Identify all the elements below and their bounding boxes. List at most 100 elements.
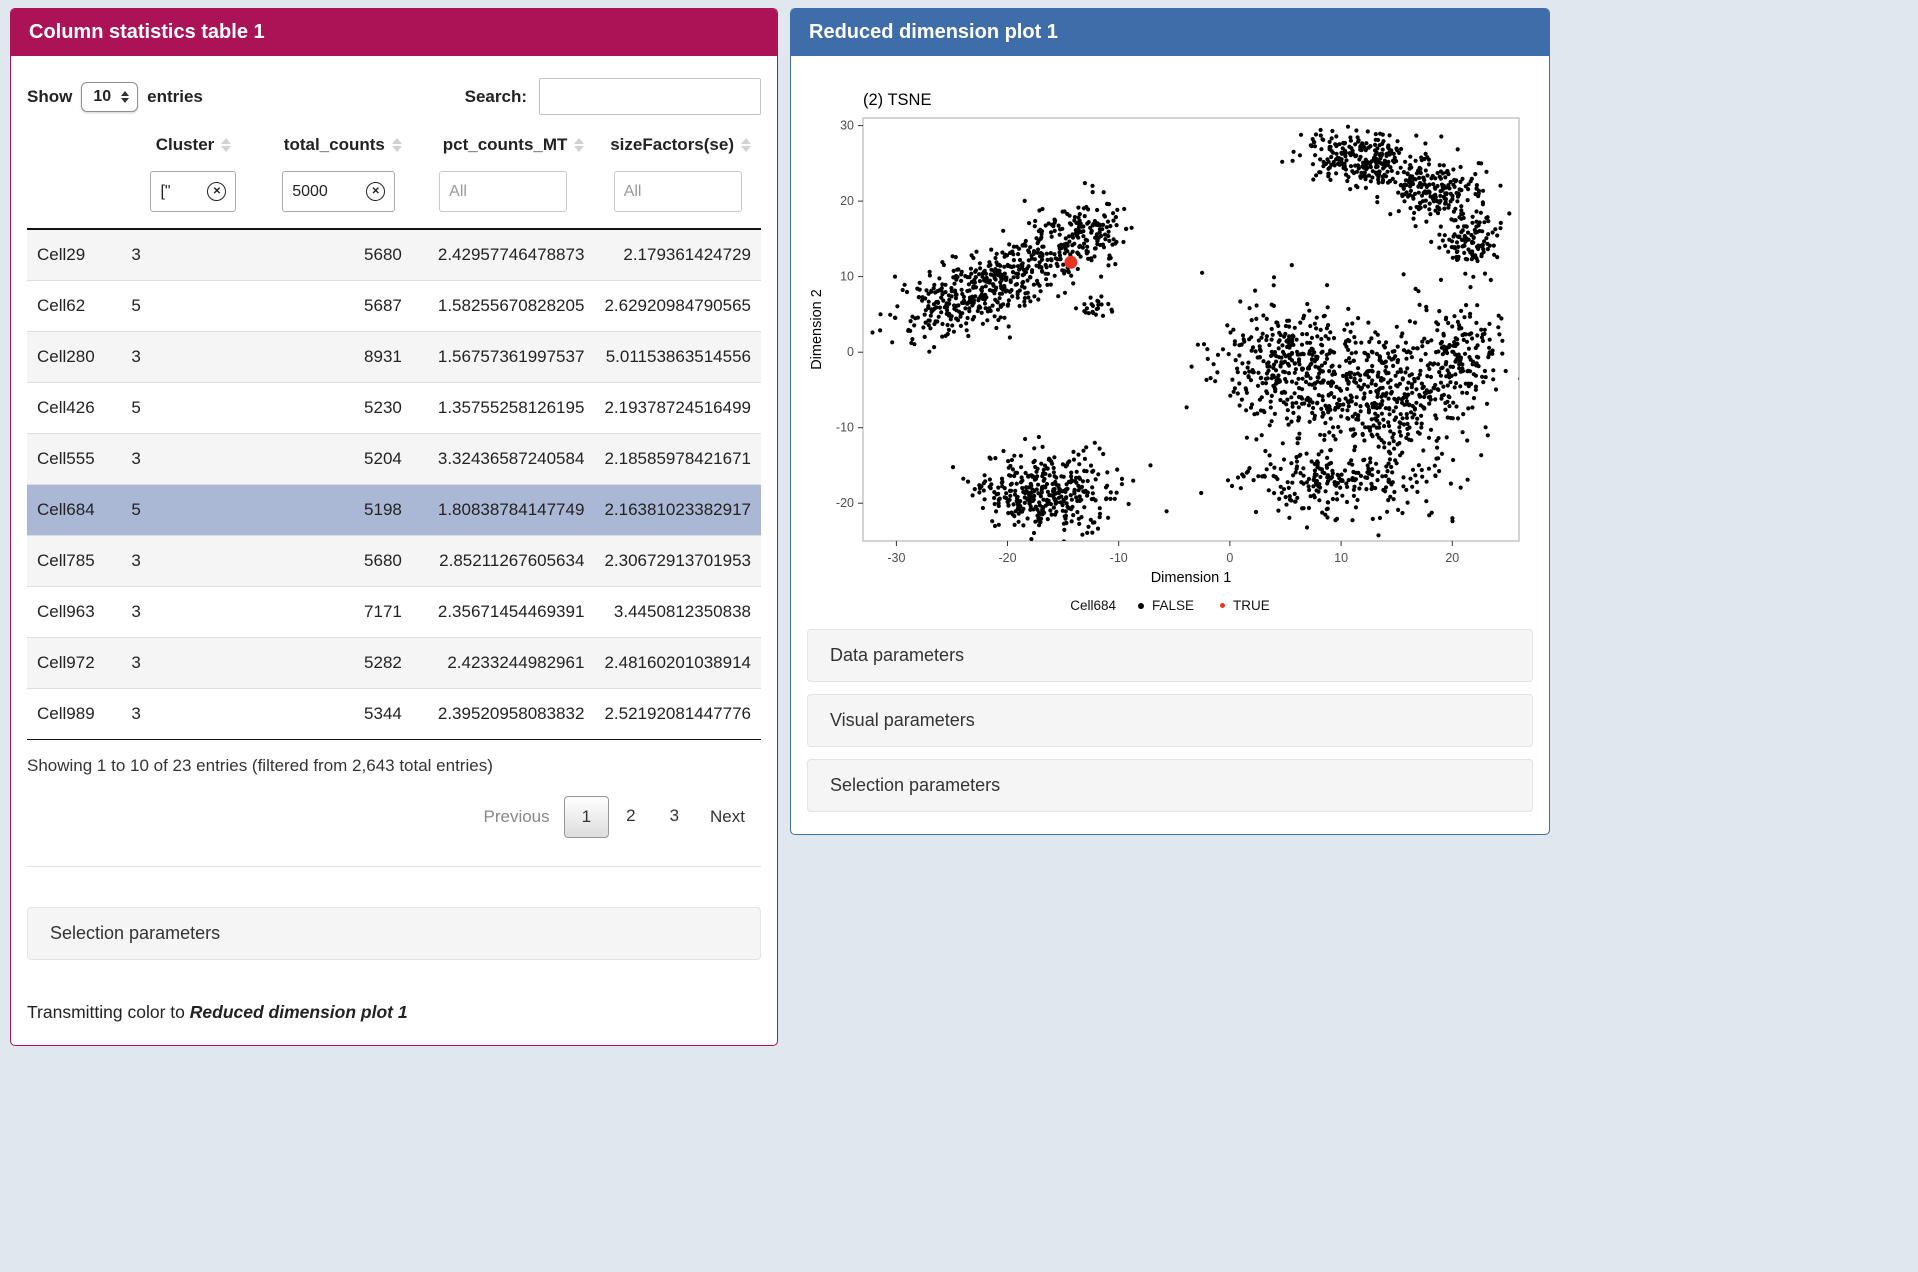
svg-text:0: 0 <box>1226 551 1233 565</box>
cell-rowname: Cell972 <box>27 637 122 689</box>
svg-text:10: 10 <box>840 270 854 284</box>
page-length-control: Show 10 entries <box>27 81 203 112</box>
pagination-page-1[interactable]: 1 <box>563 796 610 838</box>
svg-text:0: 0 <box>847 345 854 359</box>
table-row[interactable]: Cell684 5 5198 1.80838784147749 2.163810… <box>27 484 761 536</box>
cell-pct-counts-mt: 2.85211267605634 <box>411 535 595 587</box>
table-row[interactable]: Cell972 3 5282 2.4233244982961 2.4816020… <box>27 637 761 689</box>
pagination-page-2[interactable]: 2 <box>626 806 636 825</box>
sort-icon <box>741 138 751 152</box>
legend-items: FALSE TRUE <box>1138 598 1270 613</box>
table-row[interactable]: Cell280 3 8931 1.56757361997537 5.011538… <box>27 331 761 383</box>
table-row[interactable]: Cell963 3 7171 2.35671454469391 3.445081… <box>27 586 761 638</box>
pct-counts-filter-input[interactable]: All <box>439 171 568 212</box>
tsne-plot[interactable]: (2) TSNE -30 -20 -10 0 10 20 -20 -10 0 10 20 30 Dimen… <box>807 84 1533 594</box>
sort-icon <box>574 138 585 152</box>
cell-sizefactors: 3.4450812350838 <box>594 586 761 638</box>
plot-selection-parameters-toggle[interactable]: Selection parameters <box>807 759 1533 812</box>
cell-sizefactors: 2.19378724516499 <box>594 382 761 434</box>
cell-rowname: Cell280 <box>27 331 122 383</box>
reduced-dim-header: Reduced dimension plot 1 <box>791 9 1549 56</box>
table-selection-parameters-toggle[interactable]: Selection parameters <box>27 907 761 960</box>
cell-pct-counts-mt: 3.32436587240584 <box>411 433 595 485</box>
svg-text:-10: -10 <box>1110 551 1128 565</box>
svg-text:10: 10 <box>1334 551 1348 565</box>
legend-item-false: FALSE <box>1138 598 1194 613</box>
column-header-sizefactors[interactable]: sizeFactors(se) <box>594 125 761 167</box>
table-row[interactable]: Cell989 3 5344 2.39520958083832 2.521920… <box>27 688 761 740</box>
cell-pct-counts-mt: 1.80838784147749 <box>411 484 595 536</box>
cell-sizefactors: 5.01153863514556 <box>594 331 761 383</box>
reduced-dim-title: Reduced dimension plot 1 <box>809 21 1058 43</box>
cell-cluster: 5 <box>121 382 266 434</box>
pagination-page-3[interactable]: 3 <box>669 806 680 825</box>
clear-filter-icon[interactable]: ✕ <box>207 182 227 201</box>
column-stats-title: Column statistics table 1 <box>29 21 265 43</box>
cell-pct-counts-mt: 2.4233244982961 <box>411 637 595 689</box>
cell-cluster: 3 <box>121 637 266 689</box>
cell-cluster: 3 <box>121 586 266 638</box>
table-row[interactable]: Cell785 3 5680 2.85211267605634 2.306729… <box>27 535 761 587</box>
table-row[interactable]: Cell426 5 5230 1.35755258126195 2.193787… <box>27 382 761 434</box>
show-label: Show <box>27 86 73 106</box>
legend-title: Cell684 <box>1070 598 1116 613</box>
visual-parameters-toggle[interactable]: Visual parameters <box>807 694 1533 747</box>
column-header-total-counts[interactable]: total_counts <box>266 125 412 167</box>
cell-sizefactors: 2.62920984790565 <box>594 280 761 332</box>
table-row[interactable]: Cell62 5 5687 1.58255670828205 2.6292098… <box>27 280 761 332</box>
pagination-next[interactable]: Next <box>710 807 745 826</box>
cell-pct-counts-mt: 2.39520958083832 <box>411 688 595 740</box>
cell-pct-counts-mt: 2.35671454469391 <box>411 586 595 638</box>
cell-cluster: 3 <box>121 331 266 383</box>
svg-text:-10: -10 <box>836 421 854 435</box>
cell-sizefactors: 2.16381023382917 <box>594 484 761 536</box>
table-row[interactable]: Cell29 3 5680 2.42957746478873 2.1793614… <box>27 229 761 281</box>
page-length-select[interactable]: 10 <box>81 81 139 112</box>
cell-pct-counts-mt: 2.42957746478873 <box>437 245 585 264</box>
cell-rowname: Cell963 <box>27 586 122 638</box>
cell-total-counts: 5230 <box>265 382 412 434</box>
transmit-status: Transmitting color to Reduced dimension … <box>27 1002 408 1022</box>
cell-sizefactors: 2.179361424729 <box>623 245 751 264</box>
data-parameters-toggle[interactable]: Data parameters <box>807 629 1533 682</box>
cell-rowname: Cell989 <box>27 688 122 740</box>
svg-text:Dimension 1: Dimension 1 <box>1151 570 1232 586</box>
legend-dot-false <box>1138 602 1144 609</box>
column-stats-body: Show 10 entries Search: <box>11 56 777 1045</box>
svg-text:-30: -30 <box>887 551 905 565</box>
cell-cluster: 5 <box>121 484 266 536</box>
svg-text:-20: -20 <box>998 551 1016 565</box>
cluster-filter-input[interactable]: [" ✕ <box>150 171 237 212</box>
cell-rowname: Cell29 <box>37 245 86 264</box>
cell-pct-counts-mt: 1.56757361997537 <box>411 331 595 383</box>
total-counts-filter-input[interactable]: 5000 ✕ <box>282 171 396 212</box>
transmit-target: Reduced dimension plot 1 <box>189 1002 408 1022</box>
svg-text:30: 30 <box>840 119 854 133</box>
cell-total-counts: 7171 <box>265 586 412 638</box>
cell-cluster: 3 <box>121 433 266 485</box>
pagination-previous[interactable]: Previous <box>483 807 550 826</box>
sort-icon <box>221 138 232 152</box>
clear-filter-icon[interactable]: ✕ <box>366 182 386 201</box>
table-row[interactable]: Cell555 3 5204 3.32436587240584 2.185859… <box>27 433 761 485</box>
table-body: Cell29 3 5680 2.42957746478873 2.1793614… <box>27 229 761 740</box>
cell-total-counts: 5344 <box>265 688 412 740</box>
sizefactors-filter-input[interactable]: All <box>613 171 742 212</box>
legend-dot-true <box>1220 603 1226 608</box>
search-input[interactable] <box>539 78 761 115</box>
column-header-pct-counts-mt[interactable]: pct_counts_MT <box>412 125 595 167</box>
table-controls: Show 10 entries Search: <box>27 78 761 115</box>
cell-sizefactors: 2.18585978421671 <box>594 433 761 485</box>
column-header-cluster[interactable]: Cluster <box>121 125 265 167</box>
column-header-rowname[interactable] <box>27 125 121 167</box>
cell-total-counts: 5680 <box>364 245 402 264</box>
cell-rowname: Cell684 <box>27 484 122 536</box>
cell-pct-counts-mt: 1.35755258126195 <box>411 382 595 434</box>
svg-text:(2) TSNE: (2) TSNE <box>863 91 931 109</box>
cell-rowname: Cell555 <box>27 433 122 485</box>
svg-text:20: 20 <box>1445 551 1459 565</box>
cell-cluster: 3 <box>121 688 266 740</box>
stats-table: Cluster total_counts pct_counts_MT sizeF… <box>27 125 761 740</box>
